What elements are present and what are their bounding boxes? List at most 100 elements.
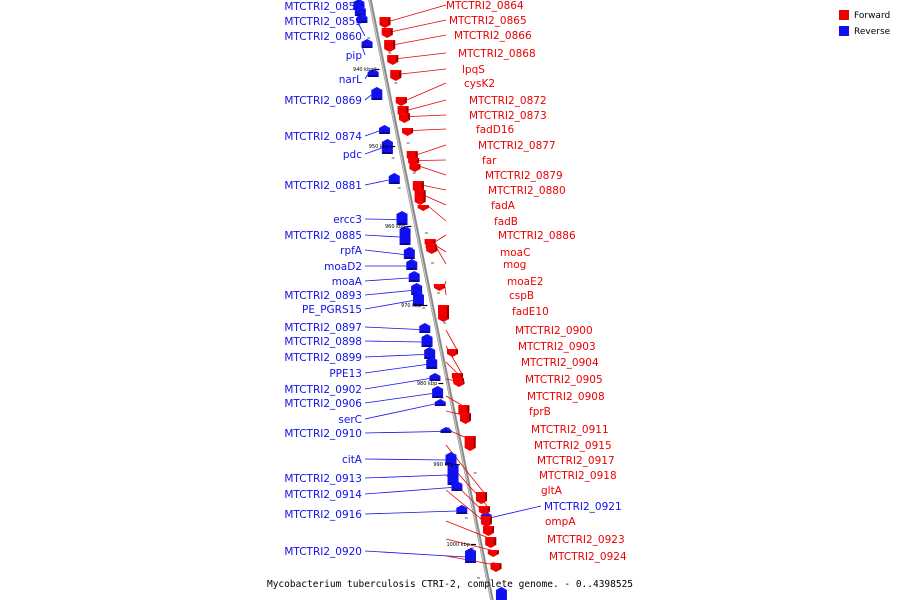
gene-bevel	[438, 305, 450, 307]
gene-bevel	[451, 373, 463, 375]
forward-gene-label: MTCTRI2_0873	[469, 110, 547, 122]
reverse-leader-line	[364, 218, 397, 220]
forward-gene-glyph	[446, 349, 458, 357]
gene-body	[478, 506, 490, 515]
reverse-gene-glyph	[419, 323, 431, 333]
reverse-gene-glyph	[388, 173, 400, 184]
reverse-gene-label: MTCTRI2_0869	[284, 95, 362, 107]
gene-shadow	[415, 151, 418, 158]
gene-bevel	[433, 285, 445, 287]
gene-bevel	[426, 247, 438, 249]
gene-body	[387, 55, 399, 65]
gene-shadow	[465, 561, 477, 563]
gene-shadow	[434, 404, 446, 406]
reverse-leader-line	[364, 550, 466, 558]
forward-gene-glyph	[409, 164, 421, 172]
reverse-leader-line	[364, 130, 380, 137]
forward-gene-label: fadA	[491, 200, 516, 212]
reverse-gene-label: MTCTRI2_0881	[284, 180, 362, 192]
reverse-gene-label: MTCTRI2_0906	[284, 398, 362, 410]
forward-gene-label: MTCTRI2_0866	[454, 30, 532, 42]
reverse-gene-label: MTCTRI2_0893	[284, 290, 362, 302]
reverse-gene-glyph	[361, 39, 373, 48]
legend-forward-label: Forward	[854, 11, 890, 21]
gene-bevel	[397, 106, 409, 108]
legend-reverse-swatch	[839, 26, 849, 36]
reverse-gene-glyph	[371, 87, 383, 100]
reverse-leader-line	[364, 458, 446, 461]
reverse-gene-glyph	[379, 125, 391, 134]
reverse-leader-line	[364, 431, 441, 434]
forward-gene-label: MTCTRI2_0900	[515, 325, 593, 337]
gene-shadow	[421, 181, 424, 190]
reverse-leader-line	[364, 354, 425, 358]
gene-bevel	[358, 0, 365, 3]
forward-gene-glyph	[487, 550, 499, 557]
legend-forward-swatch	[839, 10, 849, 20]
gene-shadow	[390, 28, 393, 35]
gene-bevel	[387, 139, 393, 143]
gene-shadow	[462, 381, 465, 384]
reverse-gene-glyph	[356, 14, 368, 23]
reverse-gene-glyph	[406, 259, 418, 270]
forward-gene-label: MTCTRI2_0905	[525, 374, 603, 386]
gene-bevel	[445, 427, 452, 431]
gene-bevel	[412, 181, 424, 183]
gene-bevel	[431, 357, 438, 361]
gene-shadow	[473, 436, 476, 448]
forward-gene-glyph	[459, 413, 471, 424]
reverse-gene-label: citA	[342, 454, 363, 466]
gene-shadow	[417, 158, 420, 163]
reverse-gene-label: MTCTRI2_0898	[284, 336, 362, 348]
forward-gene-label: ompA	[545, 516, 576, 528]
gene-bevel	[476, 492, 488, 494]
gene-bevel	[480, 516, 492, 518]
gene-bevel	[424, 239, 436, 241]
gene-bevel	[367, 39, 373, 43]
gene-bevel	[425, 244, 437, 246]
gene-body	[395, 97, 407, 106]
forward-gene-label: MTCTRI2_0880	[488, 185, 566, 197]
forward-leader-line	[425, 195, 447, 206]
gene-bevel	[406, 151, 418, 153]
gene-shadow	[421, 345, 433, 347]
gene-shadow	[406, 106, 409, 114]
forward-leader-line	[428, 206, 447, 222]
forward-leader-line	[436, 245, 447, 253]
scale-label: 990 kbp	[433, 462, 453, 468]
forward-gene-glyph	[387, 55, 399, 65]
forward-gene-glyph	[482, 526, 494, 536]
gene-shadow	[388, 17, 391, 25]
gene-bevel	[458, 405, 470, 407]
gene-shadow	[435, 247, 438, 251]
gene-bevel	[414, 271, 420, 275]
reverse-gene-glyph	[412, 292, 424, 306]
reverse-leader-line	[364, 179, 389, 186]
gene-bevel	[487, 550, 499, 552]
forward-gene-label: MTCTRI2_0872	[469, 95, 547, 107]
reverse-gene-label: pip	[346, 50, 363, 62]
reverse-gene-label: MTCTRI2_0899	[284, 352, 362, 364]
reverse-leader-line	[364, 326, 420, 330]
gene-bevel	[478, 506, 490, 508]
reverse-gene-label: MTCTRI2_0858	[284, 1, 362, 13]
reverse-gene-glyph	[429, 373, 441, 381]
forward-leader-line	[413, 128, 447, 131]
gene-bevel	[418, 292, 424, 296]
reverse-leader-line	[364, 234, 400, 238]
gene-shadow	[460, 373, 463, 378]
forward-gene-glyph	[485, 537, 497, 548]
gene-bevel	[429, 347, 436, 351]
gene-shadow	[496, 550, 499, 554]
gene-bevel	[501, 587, 507, 591]
gene-shadow	[411, 128, 414, 133]
gene-bevel	[398, 113, 410, 115]
reverse-gene-label: pdc	[343, 149, 362, 161]
reverse-gene-glyph	[434, 399, 446, 406]
reverse-gene-label: MTCTRI2_0902	[284, 384, 362, 396]
forward-gene-label: MTCTRI2_0886	[498, 230, 576, 242]
gene-shadow	[494, 537, 497, 545]
forward-gene-label: fadB	[494, 216, 518, 228]
gene-bevel	[360, 6, 366, 10]
